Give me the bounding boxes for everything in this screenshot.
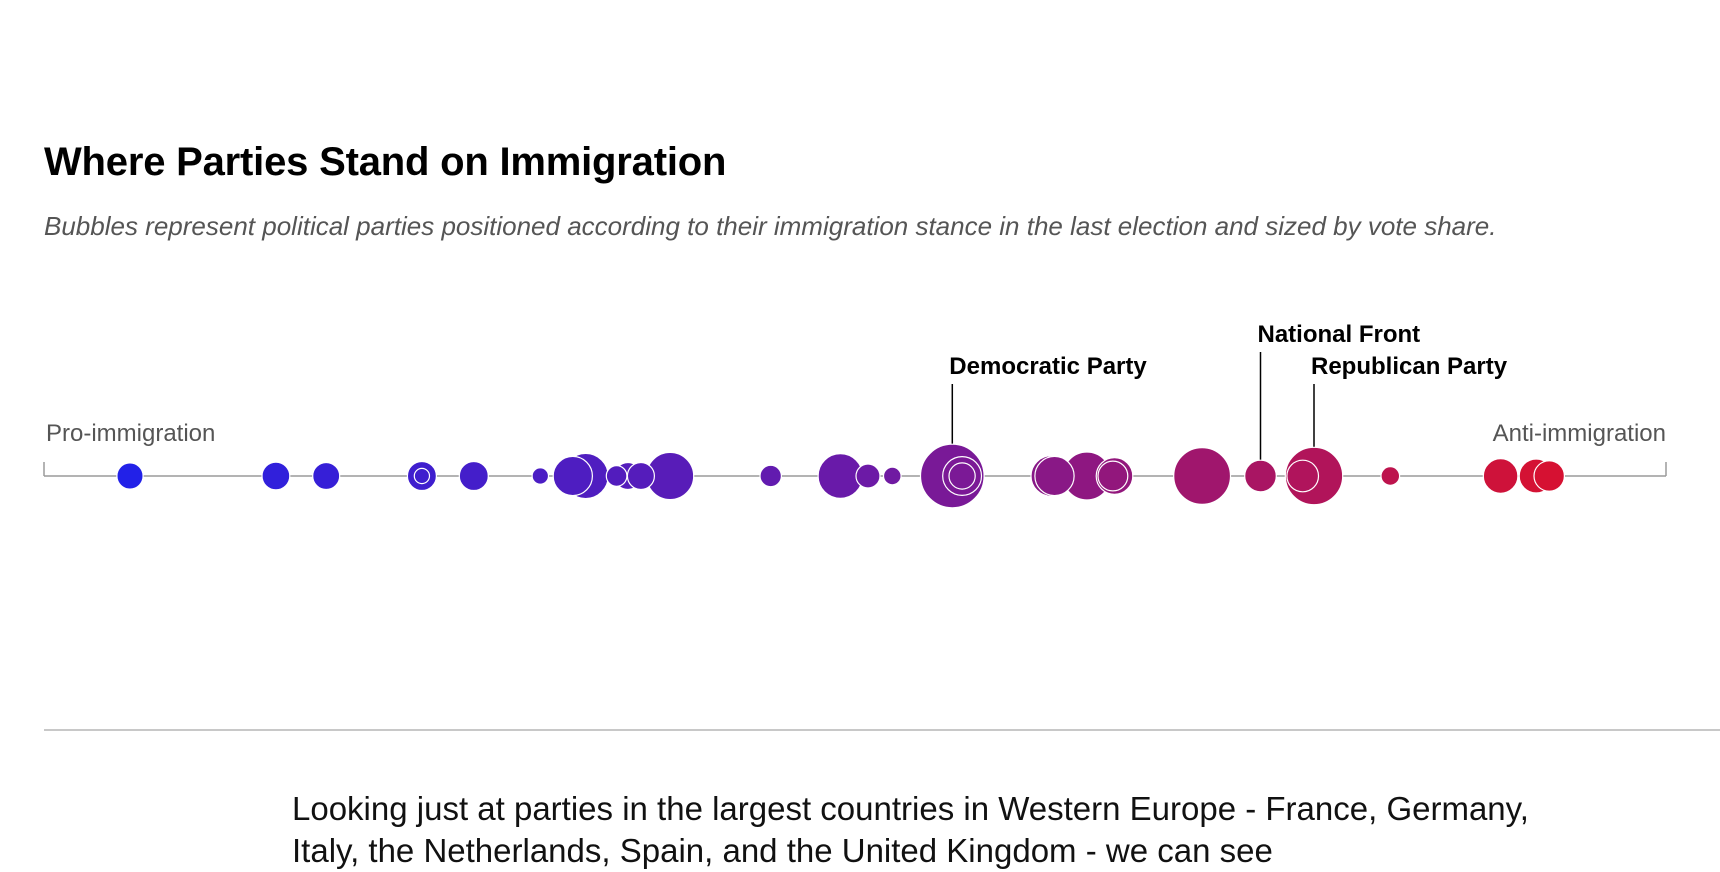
party-bubble[interactable] [1482,458,1519,494]
annotation-label: National Front [1258,321,1421,348]
party-bubble[interactable] [948,462,976,490]
party-bubble[interactable] [605,465,628,487]
party-bubble[interactable] [1034,455,1075,497]
axis-max-label: Anti-immigration [1493,420,1666,447]
party-bubble[interactable] [261,461,291,491]
annotation-label: Democratic Party [949,353,1147,380]
party-bubble[interactable] [531,467,550,485]
annotation-label: Republican Party [1311,353,1508,380]
party-bubble[interactable] [413,467,431,485]
party-bubble[interactable] [1173,447,1232,506]
section-divider [44,729,1720,731]
party-bubble[interactable] [759,464,782,488]
party-bubble[interactable] [1286,459,1320,493]
party-bubble[interactable] [552,455,594,497]
beeswarm-chart: Democratic Party National Front Republican… [43,321,1667,509]
party-bubble[interactable] [1097,460,1129,492]
party-bubble[interactable] [1244,459,1277,493]
party-bubble[interactable] [1380,466,1401,486]
article-paragraph: Looking just at parties in the largest c… [292,790,1529,869]
party-bubble[interactable] [882,466,902,486]
chart-subtitle: Bubbles represent political parties posi… [44,211,1497,241]
annotations: Democratic Party National Front Republican… [949,321,1508,461]
party-bubble[interactable] [312,461,341,491]
party-bubble[interactable] [116,462,144,490]
party-bubble[interactable] [626,461,656,491]
party-bubble[interactable] [1533,460,1565,492]
chart-title: Where Parties Stand on Immigration [44,140,727,184]
axis-min-label: Pro-immigration [46,420,215,447]
party-bubble[interactable] [458,460,489,492]
party-bubble[interactable] [855,463,881,489]
bubbles [116,443,1565,509]
